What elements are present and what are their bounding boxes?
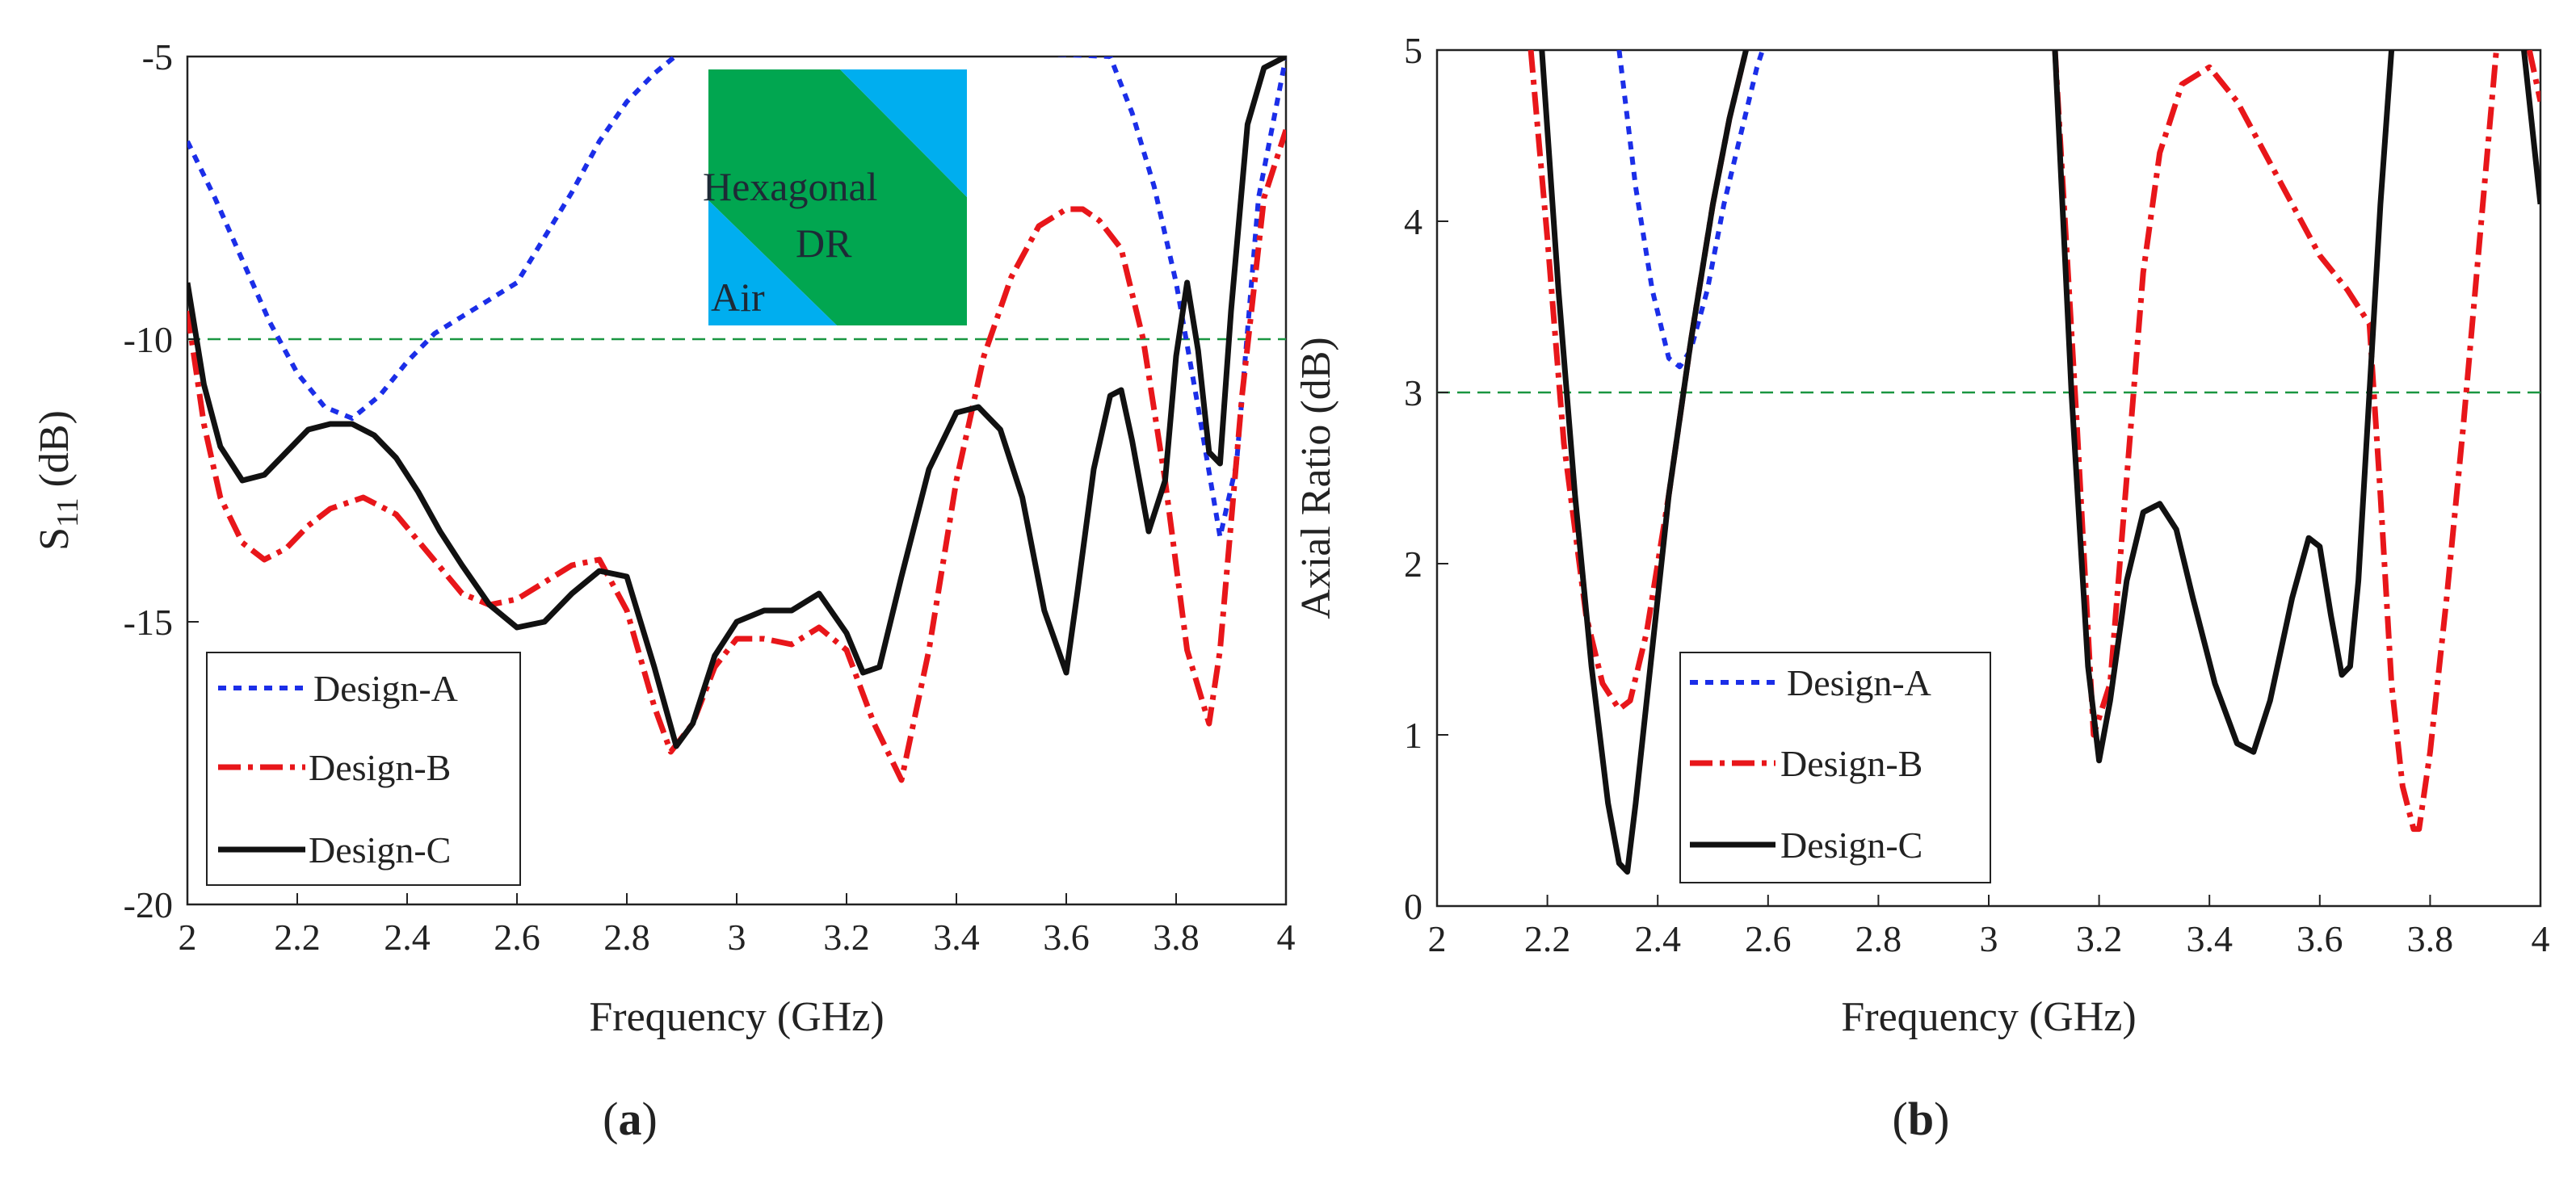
panel-b-y-tick-label: 2 bbox=[1404, 543, 1422, 585]
panel-a-y-tick-label: -15 bbox=[124, 602, 173, 643]
inset-dr-region bbox=[708, 69, 967, 325]
panel-b-x-tick-label: 2.6 bbox=[1745, 918, 1792, 959]
panel-a-s11-chart: 2 2.2 2.4 2.6 2.8 3 3.2 3.4 3.6 3.8 4 -5 -10 -15 -20 H… bbox=[32, 36, 1296, 1145]
panel-a-x-axis-label: Frequency (GHz) bbox=[589, 994, 884, 1040]
inset-air-region-bottom bbox=[708, 200, 837, 325]
panel-b-y-tick-label: 0 bbox=[1404, 886, 1422, 927]
panel-b-x-tick-label: 2.4 bbox=[1634, 918, 1681, 959]
panel-a-y-axis-label: S11 (dB) bbox=[32, 410, 85, 551]
panel-b-legend: Design-A Design-B Design-C bbox=[1679, 652, 1991, 883]
inset-label-hexagonal: Hexagonal bbox=[703, 164, 878, 209]
panel-b-x-tick-label: 2.2 bbox=[1524, 918, 1571, 959]
panel-b-x-tick-label: 2 bbox=[1428, 918, 1447, 959]
panel-b-series-design-c bbox=[2521, 50, 2540, 205]
panel-b-y-tick-label: 4 bbox=[1404, 201, 1422, 242]
panel-a-caption: (a) bbox=[603, 1093, 658, 1145]
panel-b-x-tick-label: 3.2 bbox=[2076, 918, 2123, 959]
legend-b-label-design-b: Design-B bbox=[1780, 743, 1923, 784]
legend-a-label-design-b: Design-B bbox=[309, 747, 451, 788]
panel-b-x-tick-label: 3 bbox=[1980, 918, 1998, 959]
panel-a-series-design-c bbox=[187, 57, 1286, 749]
panel-a-legend-box bbox=[206, 652, 521, 886]
panel-b-x-tick-label: 3.8 bbox=[2407, 918, 2454, 959]
panel-a-x-tick-label: 3.6 bbox=[1043, 917, 1090, 958]
panel-b-series-design-c bbox=[2052, 50, 2395, 764]
panel-b-caption: (b) bbox=[1893, 1093, 1950, 1145]
inset-label-air: Air bbox=[711, 275, 765, 320]
panel-b-series bbox=[1528, 50, 2540, 875]
panel-a-x-tick-label: 2.2 bbox=[274, 917, 321, 958]
panel-a-series bbox=[187, 57, 1286, 783]
panel-a-legend: Design-A Design-B Design-C bbox=[206, 652, 521, 886]
panel-a-ticks: 2 2.2 2.4 2.6 2.8 3 3.2 3.4 3.6 3.8 4 -5 -10 -15 -20 bbox=[124, 36, 1296, 958]
panel-a-y-tick-label: -5 bbox=[142, 36, 173, 78]
panel-a-x-tick-label: 2.6 bbox=[494, 917, 540, 958]
legend-b-label-design-a: Design-A bbox=[1787, 662, 1931, 703]
panel-b-series-design-b bbox=[2052, 50, 2499, 833]
panel-a-x-tick-label: 2.4 bbox=[384, 917, 431, 958]
panel-b-x-axis-label: Frequency (GHz) bbox=[1841, 994, 2136, 1040]
panel-b-series-design-c bbox=[1539, 50, 1749, 875]
inset-hexagonal-dr-diagram: Hexagonal DR Air bbox=[703, 69, 967, 325]
panel-a-x-tick-label: 2 bbox=[179, 917, 197, 958]
panel-a-y-tick-label: -20 bbox=[124, 884, 173, 925]
panel-b-series-design-b bbox=[2526, 50, 2540, 103]
panel-a-x-tick-label: 4 bbox=[1277, 917, 1296, 958]
panel-a-x-tick-label: 3.4 bbox=[933, 917, 980, 958]
inset-air-region-top bbox=[840, 69, 967, 197]
panel-b-y-axis-label: Axial Ratio (dB) bbox=[1293, 337, 1339, 619]
panel-a-x-tick-label: 3 bbox=[728, 917, 746, 958]
panel-b-x-tick-label: 3.4 bbox=[2186, 918, 2233, 959]
panel-b-x-tick-label: 2.8 bbox=[1855, 918, 1902, 959]
panel-b-y-tick-label: 3 bbox=[1404, 372, 1422, 413]
panel-a-y-tick-label: -10 bbox=[124, 319, 173, 360]
panel-b-y-tick-label: 5 bbox=[1404, 30, 1422, 71]
legend-a-label-design-c: Design-C bbox=[309, 829, 451, 871]
panel-b-x-tick-label: 3.6 bbox=[2297, 918, 2343, 959]
panel-a-x-tick-label: 3.2 bbox=[823, 917, 870, 958]
panel-b-y-tick-label: 1 bbox=[1404, 715, 1422, 756]
inset-label-dr: DR bbox=[796, 220, 852, 266]
panel-a-series-design-b bbox=[187, 128, 1286, 783]
panel-b-series-design-a bbox=[1616, 50, 1765, 370]
panel-b-ticks: 2 2.2 2.4 2.6 2.8 3 3.2 3.4 3.6 3.8 4 0 1 2 3 4 5 bbox=[1404, 30, 2550, 959]
panel-a-x-tick-label: 3.8 bbox=[1153, 917, 1200, 958]
legend-a-label-design-a: Design-A bbox=[313, 668, 458, 709]
panel-b-axial-ratio-chart: 2 2.2 2.4 2.6 2.8 3 3.2 3.4 3.6 3.8 4 0 1 2 3 4 5 Design… bbox=[1293, 30, 2550, 1145]
panel-a-x-tick-label: 2.8 bbox=[603, 917, 650, 958]
legend-b-label-design-c: Design-C bbox=[1780, 824, 1923, 866]
panel-b-x-tick-label: 4 bbox=[2532, 918, 2550, 959]
